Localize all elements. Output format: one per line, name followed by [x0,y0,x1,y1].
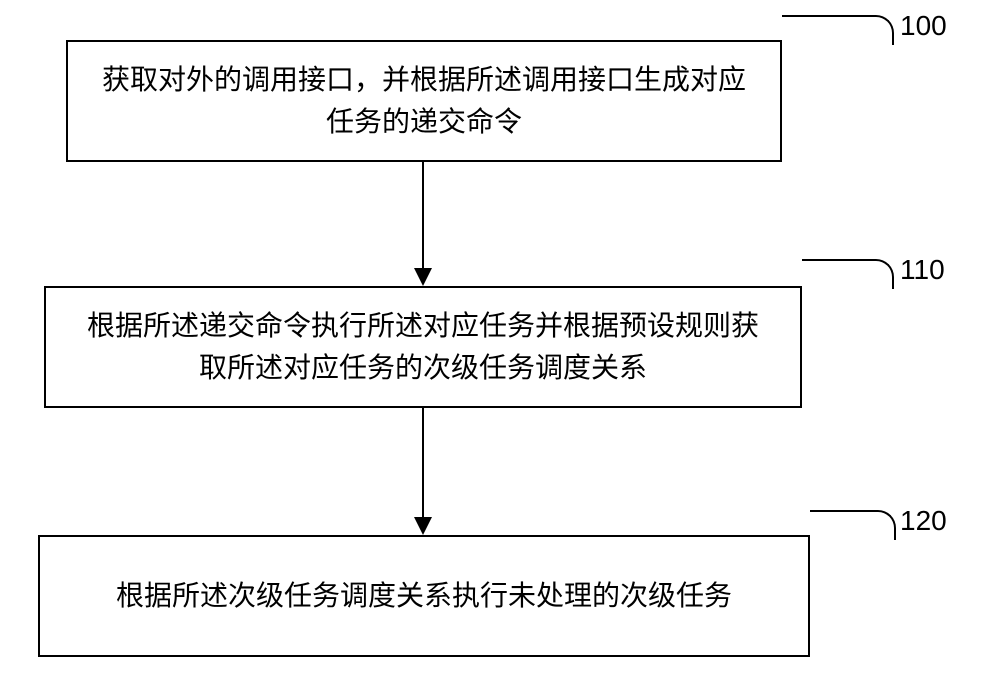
flowchart-container: 获取对外的调用接口，并根据所述调用接口生成对应任务的递交命令 100 根据所述递… [0,0,1000,699]
arrow-1-head [414,268,432,286]
flow-step-110-text: 根据所述递交命令执行所述对应任务并根据预设规则获取所述对应任务的次级任务调度关系 [74,305,772,389]
flow-step-120: 根据所述次级任务调度关系执行未处理的次级任务 [38,535,810,657]
leader-line-100 [782,15,894,45]
leader-line-110 [802,259,894,289]
arrow-2-head [414,517,432,535]
arrow-2-line [422,408,424,517]
flow-step-110: 根据所述递交命令执行所述对应任务并根据预设规则获取所述对应任务的次级任务调度关系 [44,286,802,408]
flow-step-100: 获取对外的调用接口，并根据所述调用接口生成对应任务的递交命令 [66,40,782,162]
arrow-1-line [422,162,424,268]
step-label-120: 120 [900,505,947,537]
step-label-100: 100 [900,10,947,42]
leader-line-120 [810,510,896,540]
step-label-110: 110 [900,254,945,286]
flow-step-100-text: 获取对外的调用接口，并根据所述调用接口生成对应任务的递交命令 [96,59,752,143]
flow-step-120-text: 根据所述次级任务调度关系执行未处理的次级任务 [116,575,732,617]
